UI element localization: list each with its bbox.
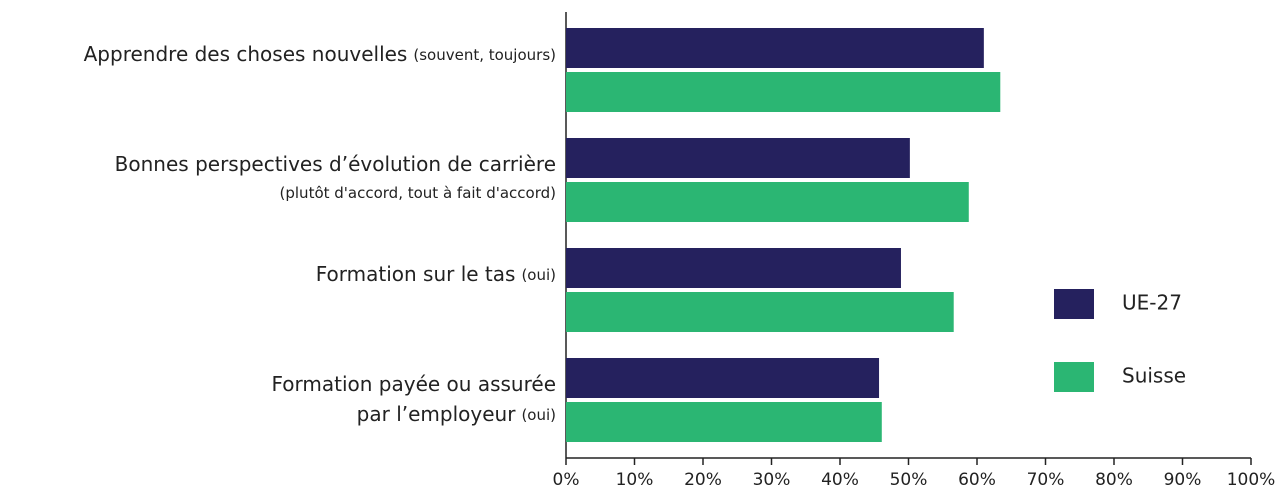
legend-label: UE-27 bbox=[1122, 291, 1182, 315]
legend-swatch bbox=[1054, 362, 1094, 392]
category-label: Formation sur le tas (oui) bbox=[316, 262, 556, 286]
category-note: (oui) bbox=[521, 266, 556, 284]
x-tick-label: 30% bbox=[753, 470, 791, 489]
category-text: Formation payée ou assurée bbox=[272, 372, 557, 396]
bar bbox=[566, 292, 954, 332]
x-tick-label: 60% bbox=[958, 470, 996, 489]
x-tick-label: 10% bbox=[616, 470, 654, 489]
category-label: (plutôt d'accord, tout à fait d'accord) bbox=[280, 184, 556, 202]
category-label: Bonnes perspectives d’évolution de carri… bbox=[115, 152, 556, 176]
x-tick-label: 90% bbox=[1164, 470, 1202, 489]
category-text: Apprendre des choses nouvelles bbox=[84, 42, 408, 66]
category-note: (souvent, toujours) bbox=[413, 46, 556, 64]
category-label: par l’employeur (oui) bbox=[357, 402, 556, 426]
x-tick-label: 100% bbox=[1227, 470, 1276, 489]
legend-swatch bbox=[1054, 289, 1094, 319]
bar bbox=[566, 182, 969, 222]
category-text: par l’employeur bbox=[357, 402, 517, 426]
bar bbox=[566, 358, 880, 398]
x-tick-label: 0% bbox=[553, 470, 580, 489]
x-tick-label: 20% bbox=[684, 470, 722, 489]
x-tick-label: 80% bbox=[1095, 470, 1133, 489]
category-text: Bonnes perspectives d’évolution de carri… bbox=[115, 152, 556, 176]
legend-label: Suisse bbox=[1122, 364, 1186, 388]
bar bbox=[566, 72, 1001, 112]
category-label: Formation payée ou assurée bbox=[272, 372, 557, 396]
category-text: Formation sur le tas bbox=[316, 262, 516, 286]
x-tick-label: 50% bbox=[890, 470, 928, 489]
bar bbox=[566, 138, 910, 178]
category-note: (plutôt d'accord, tout à fait d'accord) bbox=[280, 184, 556, 202]
bar bbox=[566, 402, 882, 442]
x-tick-label: 40% bbox=[821, 470, 859, 489]
category-note: (oui) bbox=[521, 406, 556, 424]
category-label: Apprendre des choses nouvelles (souvent, … bbox=[84, 42, 556, 66]
bar bbox=[566, 28, 984, 68]
bar bbox=[566, 248, 901, 288]
x-tick-label: 70% bbox=[1027, 470, 1065, 489]
